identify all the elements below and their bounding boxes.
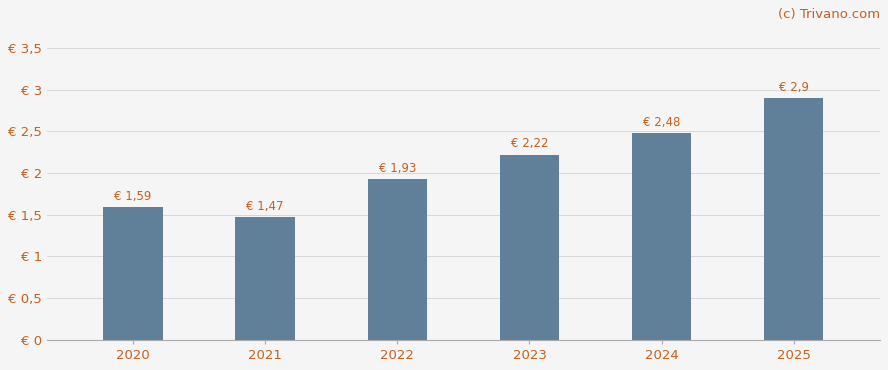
Text: € 2,9: € 2,9 (779, 81, 809, 94)
Text: € 1,93: € 1,93 (378, 162, 416, 175)
Text: € 2,22: € 2,22 (511, 137, 548, 151)
Text: € 1,47: € 1,47 (246, 200, 284, 213)
Bar (764, 98, 823, 340)
Bar (368, 179, 427, 340)
Text: (c) Trivano.com: (c) Trivano.com (778, 8, 880, 21)
Bar (235, 217, 295, 340)
Bar (103, 207, 163, 340)
Bar (500, 155, 559, 340)
Bar (632, 133, 692, 340)
Text: € 2,48: € 2,48 (643, 116, 680, 129)
Text: € 1,59: € 1,59 (115, 190, 152, 203)
